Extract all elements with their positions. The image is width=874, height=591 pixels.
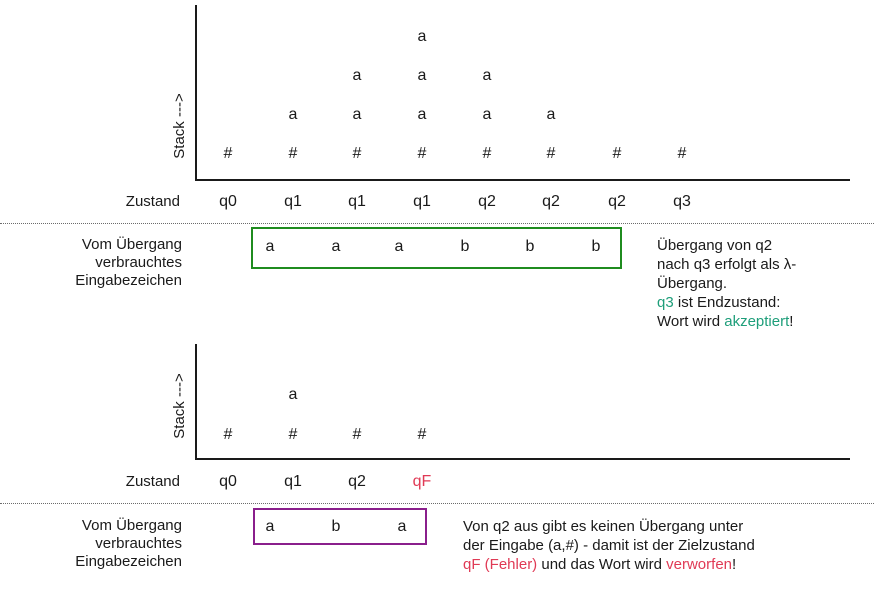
top-note-line-3: Übergang. — [657, 275, 728, 292]
top-note-line-4: q3 ist Endzustand: — [657, 293, 867, 312]
input-symbol: a — [265, 238, 275, 255]
input-symbol: a — [397, 518, 407, 535]
bottom-state-axis — [195, 458, 850, 460]
state-q2: q2 — [478, 193, 496, 210]
bottom-input-label-line-3: Eingabezeichen — [75, 553, 182, 570]
state-q2: q2 — [542, 193, 560, 210]
bottom-note: Von q2 aus gibt es keinen Übergang unter… — [463, 517, 868, 574]
input-symbol: b — [525, 238, 535, 255]
bottom-stack-axis-label: Stack ---> — [171, 373, 188, 439]
input-symbol: a — [265, 518, 275, 535]
state-q2: q2 — [608, 193, 626, 210]
top-input-label: Vom Übergang verbrauchtes Eingabezeichen — [20, 236, 182, 290]
stack-bottom-symbol: # — [482, 145, 492, 162]
stack-bottom-symbol: # — [288, 426, 298, 443]
bottom-input-label-line-1: Vom Übergang — [81, 517, 182, 534]
bottom-note-line-1: Von q2 aus gibt es keinen Übergang unter — [463, 518, 744, 535]
bottom-input-label: Vom Übergang verbrauchtes Eingabezeichen — [20, 517, 182, 571]
top-stack-axis — [195, 5, 197, 181]
top-input-label-line-2: verbrauchtes — [95, 254, 182, 271]
stack-bottom-symbol: # — [612, 145, 622, 162]
final-state-q3: q3 — [657, 294, 674, 311]
top-note-final-text: ist Endzustand: — [673, 294, 781, 311]
stack-bottom-symbol: # — [352, 145, 362, 162]
bottom-state-label: Zustand — [125, 473, 180, 490]
bottom-note-word-text: und das Wort wird — [537, 556, 667, 573]
bottom-stack-axis — [195, 344, 197, 460]
stack-symbol: a — [546, 106, 556, 123]
bottom-input-box — [253, 508, 427, 545]
top-state-label: Zustand — [125, 193, 180, 210]
stack-bottom-symbol: # — [223, 426, 233, 443]
state-qf: qF — [412, 473, 432, 490]
stack-bottom-symbol: # — [546, 145, 556, 162]
top-input-label-line-3: Eingabezeichen — [75, 272, 182, 289]
input-symbol: b — [591, 238, 601, 255]
bottom-divider — [0, 503, 874, 504]
bottom-note-exclaim: ! — [732, 556, 737, 573]
top-note-line-2: nach q3 erfolgt als λ- — [657, 256, 797, 273]
top-note-exclaim: ! — [789, 313, 794, 330]
input-symbol: b — [460, 238, 470, 255]
stack-symbol: a — [288, 386, 298, 403]
state-q1: q1 — [284, 473, 302, 490]
stack-symbol: a — [288, 106, 298, 123]
bottom-note-line-3: qF (Fehler) und das Wort wird verworfen! — [463, 555, 868, 574]
top-note-line-5: Wort wird akzeptiert! — [657, 312, 867, 331]
stack-bottom-symbol: # — [352, 426, 362, 443]
top-note-word-text: Wort wird — [657, 313, 725, 330]
state-q0: q0 — [219, 193, 237, 210]
stack-symbol: a — [352, 106, 362, 123]
accepted-word: akzeptiert — [724, 313, 790, 330]
stack-symbol: a — [482, 67, 492, 84]
stack-symbol: a — [417, 67, 427, 84]
stack-symbol: a — [482, 106, 492, 123]
stack-bottom-symbol: # — [288, 145, 298, 162]
state-q0: q0 — [219, 473, 237, 490]
state-q1: q1 — [348, 193, 366, 210]
state-q2: q2 — [348, 473, 366, 490]
top-input-box — [251, 227, 622, 269]
state-q1: q1 — [284, 193, 302, 210]
bottom-input-label-line-2: verbrauchtes — [95, 535, 182, 552]
state-q1: q1 — [413, 193, 431, 210]
stack-bottom-symbol: # — [417, 145, 427, 162]
rejected-word: verworfen — [666, 556, 732, 573]
bottom-note-line-2: der Eingabe (a,#) - damit ist der Zielzu… — [463, 537, 755, 554]
stack-bottom-symbol: # — [677, 145, 687, 162]
input-symbol: a — [394, 238, 404, 255]
stack-symbol: a — [417, 106, 427, 123]
top-note: Übergang von q2 nach q3 erfolgt als λ- Ü… — [657, 236, 867, 331]
input-symbol: a — [331, 238, 341, 255]
top-state-axis — [195, 179, 850, 181]
state-q3: q3 — [673, 193, 691, 210]
top-note-line-1: Übergang von q2 — [657, 237, 773, 254]
top-stack-axis-label: Stack ---> — [171, 93, 188, 159]
top-input-label-line-1: Vom Übergang — [81, 236, 182, 253]
stack-symbol: a — [352, 67, 362, 84]
error-state-qf: qF (Fehler) — [463, 556, 538, 573]
stack-bottom-symbol: # — [417, 426, 427, 443]
input-symbol: b — [331, 518, 341, 535]
stack-bottom-symbol: # — [223, 145, 233, 162]
stack-symbol: a — [417, 28, 427, 45]
top-divider — [0, 223, 874, 224]
